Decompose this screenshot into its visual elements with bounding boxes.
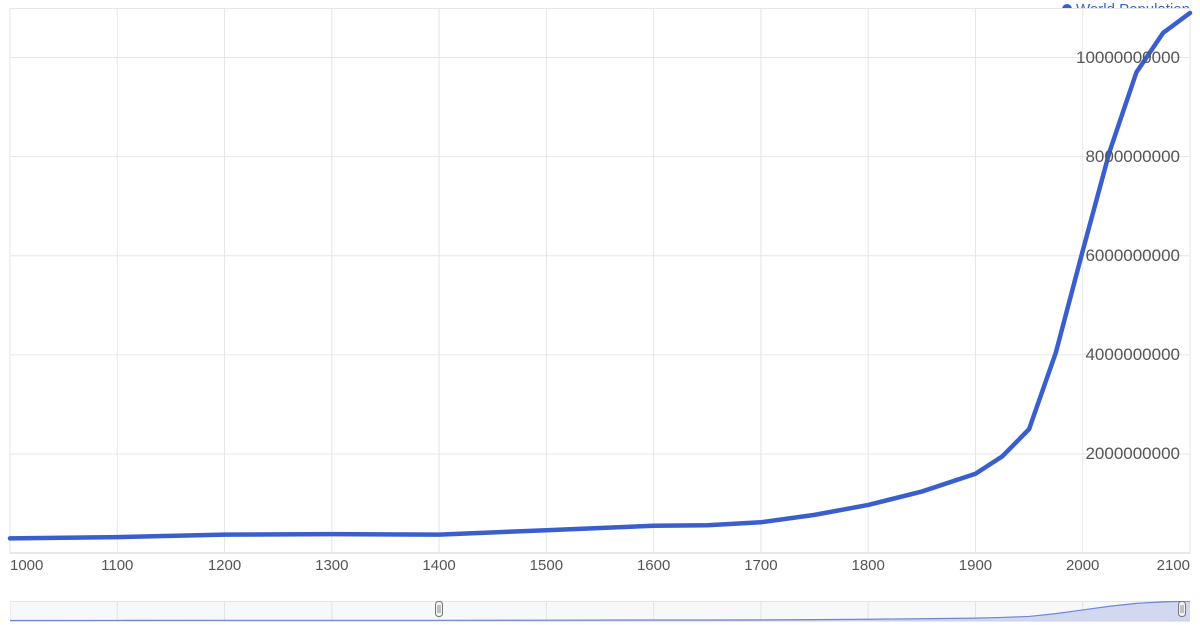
chart-canvas [0, 8, 1200, 583]
y-axis-tick-label: 10000000000 [1076, 48, 1180, 68]
x-axis-tick-label: 1000 [10, 557, 43, 574]
population-line-chart[interactable]: 2000000000 4000000000 6000000000 8000000000… [0, 8, 1200, 583]
y-axis-tick-label: 6000000000 [1085, 246, 1180, 266]
x-axis-tick-label: 2100 [1157, 557, 1190, 574]
x-axis-tick-label: 1300 [315, 557, 348, 574]
brush-handle-right[interactable] [1178, 601, 1186, 617]
x-axis-tick-label: 1400 [422, 557, 455, 574]
y-axis-tick-label: 2000000000 [1085, 444, 1180, 464]
y-axis-tick-label: 8000000000 [1085, 147, 1180, 167]
x-axis-tick-label: 1900 [959, 557, 992, 574]
x-axis-tick-label: 1600 [637, 557, 670, 574]
x-axis-tick-label: 1100 [101, 557, 133, 574]
time-range-brush[interactable] [10, 601, 1190, 625]
x-axis-tick-label: 1500 [530, 557, 563, 574]
x-axis-tick-label: 1200 [208, 557, 241, 574]
y-axis-tick-label: 4000000000 [1085, 345, 1180, 365]
x-axis-tick-label: 1800 [851, 557, 884, 574]
x-axis-tick-label: 1700 [744, 557, 777, 574]
x-axis-tick-label: 2000 [1066, 557, 1099, 574]
brush-canvas [10, 601, 1190, 625]
brush-handle-left[interactable] [435, 601, 443, 617]
